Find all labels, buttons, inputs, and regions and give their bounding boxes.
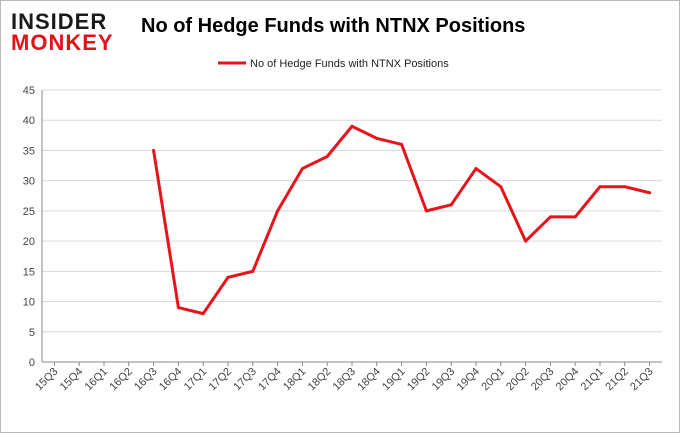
x-tick-label: 17Q1	[182, 366, 210, 394]
y-tick-label: 10	[23, 297, 35, 309]
data-point	[375, 136, 379, 140]
data-point	[424, 209, 428, 213]
y-tick-label: 40	[23, 115, 35, 127]
data-point	[350, 124, 354, 128]
series-line-0	[152, 124, 652, 316]
legend-label: No of Hedge Funds with NTNX Positions	[250, 58, 449, 70]
x-tick-label: 20Q4	[554, 366, 582, 394]
x-tick-label: 21Q3	[628, 366, 656, 394]
x-tick-label: 18Q2	[306, 366, 334, 394]
data-point	[548, 215, 552, 219]
insider-monkey-logo: INSIDER MONKEY	[11, 11, 129, 55]
data-point	[400, 142, 404, 146]
x-tick-label: 17Q2	[207, 366, 235, 394]
data-point	[573, 215, 577, 219]
data-point	[251, 269, 255, 273]
x-tick-label: 16Q3	[132, 366, 160, 394]
x-tick-label: 19Q2	[405, 366, 433, 394]
data-point	[648, 191, 652, 195]
y-tick-label: 20	[23, 236, 35, 248]
x-tick-label: 20Q3	[529, 366, 557, 394]
data-point	[276, 209, 280, 213]
data-point	[499, 185, 503, 189]
x-tick-label: 21Q2	[603, 366, 631, 394]
data-point	[474, 167, 478, 171]
x-tick-label: 15Q3	[33, 366, 61, 394]
x-tick-label: 19Q4	[455, 366, 483, 394]
x-tick-label: 15Q4	[58, 366, 86, 394]
x-tick-labels: 15Q315Q416Q116Q216Q316Q417Q117Q217Q317Q4…	[33, 366, 656, 394]
legend: No of Hedge Funds with NTNX Positions	[218, 58, 449, 70]
data-point	[226, 275, 230, 279]
x-tick-label: 21Q1	[579, 366, 607, 394]
x-tick-label: 20Q2	[504, 366, 532, 394]
data-point	[623, 185, 627, 189]
y-tick-label: 5	[29, 327, 35, 339]
x-tick-label: 17Q3	[231, 366, 259, 394]
x-tick-label: 19Q3	[430, 366, 458, 394]
x-tick-label: 16Q4	[157, 366, 185, 394]
gridlines	[42, 89, 662, 363]
x-tick-label: 16Q1	[83, 366, 111, 394]
data-point	[325, 154, 329, 158]
y-tick-label: 25	[23, 206, 35, 218]
logo-text-insider: INSIDER	[11, 9, 108, 34]
logo-text-monkey: MONKEY	[11, 30, 114, 55]
x-tick-label: 17Q4	[256, 366, 284, 394]
y-tick-label: 30	[23, 176, 35, 188]
axes	[41, 90, 662, 366]
data-point	[176, 306, 180, 310]
x-tick-label: 19Q1	[380, 366, 408, 394]
series-group	[152, 124, 652, 316]
y-tick-label: 15	[23, 266, 35, 278]
x-tick-label: 18Q3	[331, 366, 359, 394]
data-point	[524, 239, 528, 243]
data-point	[201, 312, 205, 316]
y-tick-label: 0	[29, 357, 35, 369]
chart-title: No of Hedge Funds with NTNX Positions	[141, 15, 526, 37]
data-point	[152, 148, 156, 152]
y-tick-labels: 0 5 10 15 20 25 30 35 40 45	[23, 85, 35, 369]
data-point	[598, 185, 602, 189]
x-tick-label: 20Q1	[479, 366, 507, 394]
x-tick-label: 18Q4	[355, 366, 383, 394]
data-point	[300, 167, 304, 171]
y-tick-label: 45	[23, 85, 35, 97]
x-tick-label: 16Q2	[107, 366, 135, 394]
x-tick-label: 18Q1	[281, 366, 309, 394]
y-tick-label: 35	[23, 145, 35, 157]
data-point	[449, 203, 453, 207]
